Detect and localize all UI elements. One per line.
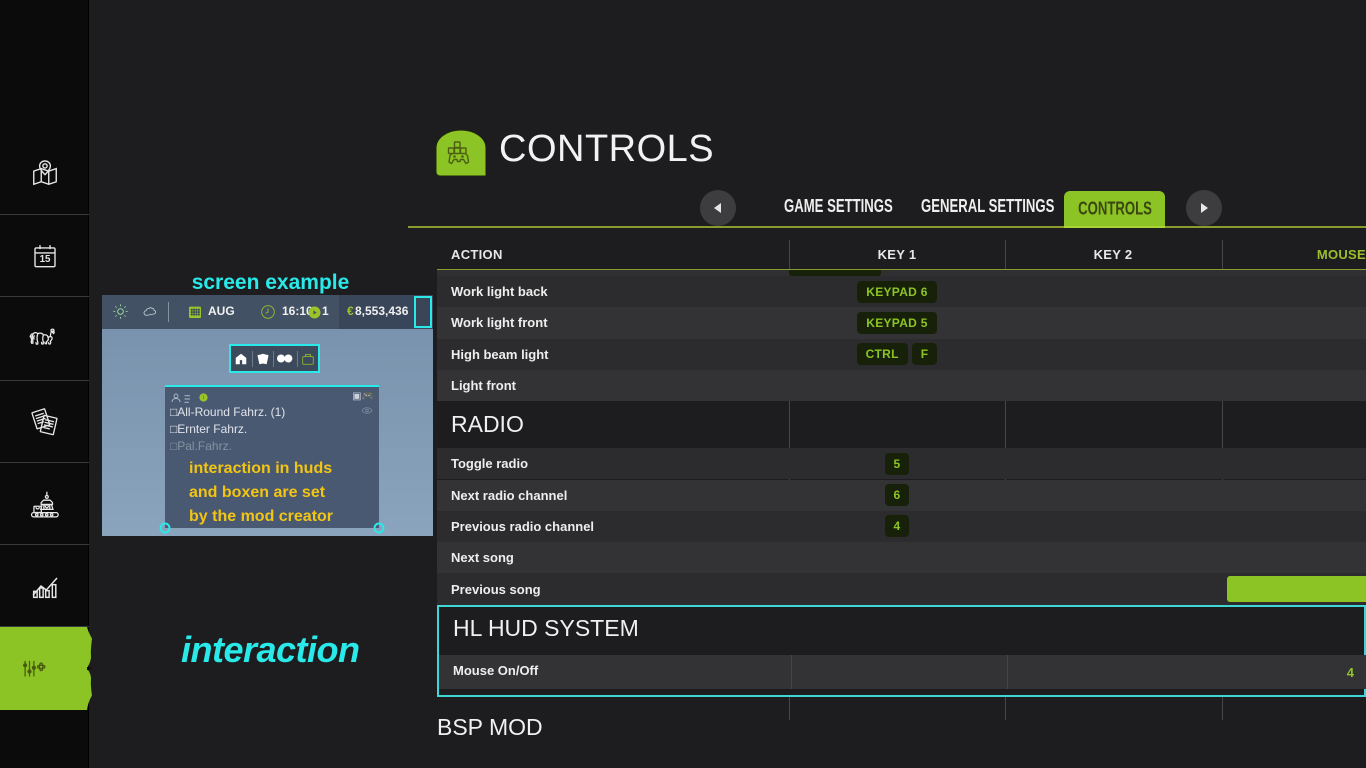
svg-text:i: i <box>203 395 204 401</box>
svg-text:15: 15 <box>39 253 50 264</box>
